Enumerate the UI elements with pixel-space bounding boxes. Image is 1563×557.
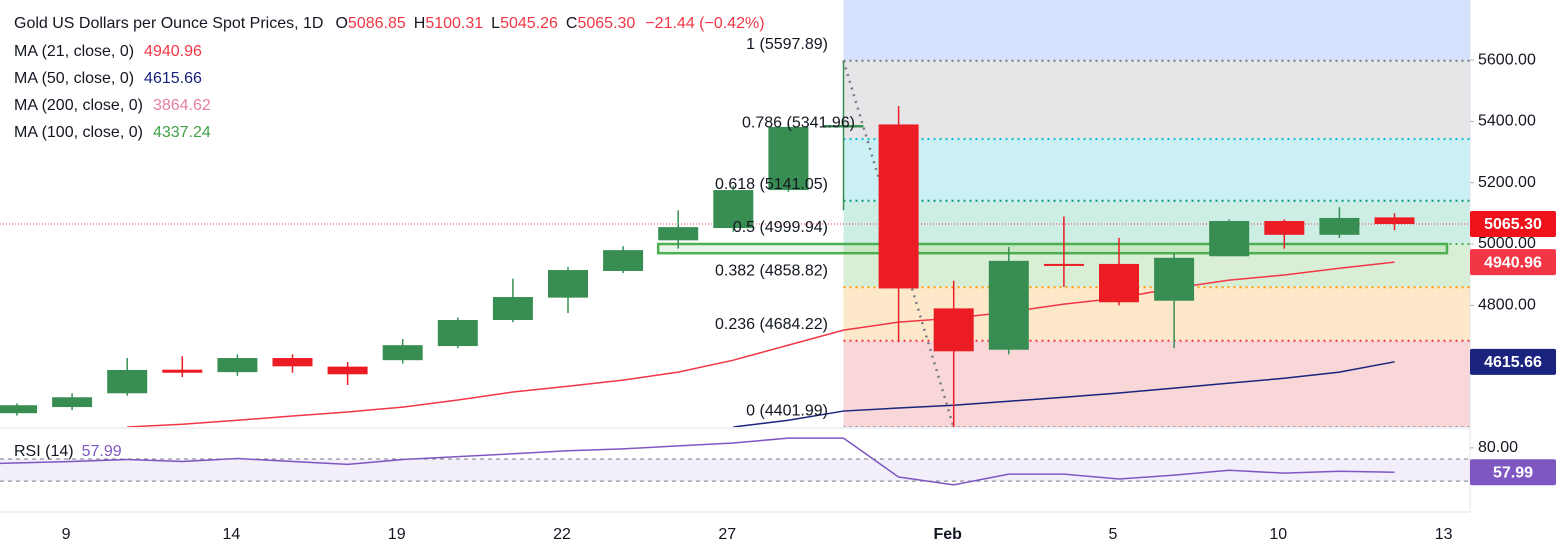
candle-body bbox=[1043, 263, 1084, 266]
candle-body bbox=[768, 126, 809, 191]
legend-entry: MA (100, close, 0) 4337.24 bbox=[14, 124, 211, 141]
fib-label: 0.5 (4999.94) bbox=[733, 219, 828, 236]
x-tick-label: 10 bbox=[1269, 526, 1287, 543]
fib-label: 0.236 (4684.22) bbox=[715, 316, 828, 333]
rsi-tag-label: 57.99 bbox=[1493, 465, 1533, 482]
legend-name: MA (200, close, 0) bbox=[14, 97, 143, 114]
fib-trend-line bbox=[842, 60, 955, 427]
ma-line bbox=[733, 361, 1395, 427]
header-title: Gold US Dollars per Ounce Spot Prices, 1… bbox=[14, 15, 323, 32]
rsi-pane bbox=[0, 437, 1470, 486]
legend-entry: MA (21, close, 0) 4940.96 bbox=[14, 43, 202, 60]
x-tick-label: 9 bbox=[62, 526, 71, 543]
candle-body bbox=[272, 358, 313, 367]
y-tick-label: 5000.00 bbox=[1478, 235, 1536, 252]
candle-body bbox=[988, 260, 1029, 350]
rsi-legend: RSI (14) 57.99 bbox=[14, 443, 122, 460]
legend-name: MA (21, close, 0) bbox=[14, 43, 134, 60]
candle-body bbox=[437, 320, 478, 347]
ohlc-key: C bbox=[566, 15, 578, 32]
price-pane bbox=[0, 0, 1470, 427]
rsi-legend-name: RSI (14) bbox=[14, 443, 74, 460]
fib-label: 0 (4401.99) bbox=[746, 403, 828, 420]
x-tick-label: 13 bbox=[1435, 526, 1453, 543]
candle-body bbox=[823, 125, 864, 128]
price-tag-label: 4940.96 bbox=[1484, 254, 1542, 271]
candle-body bbox=[603, 250, 644, 271]
rsi-band bbox=[0, 458, 1470, 482]
price-tag bbox=[1470, 348, 1556, 375]
candle-body bbox=[1319, 217, 1360, 235]
x-tick-label: 14 bbox=[223, 526, 241, 543]
x-tick-label: Feb bbox=[933, 526, 962, 543]
ohlc-value: 5065.30 bbox=[577, 15, 635, 32]
price-tag bbox=[1470, 249, 1556, 276]
price-tag bbox=[1470, 210, 1556, 237]
legend-value: 4940.96 bbox=[144, 43, 202, 60]
candle-body bbox=[713, 190, 754, 229]
candle-body bbox=[107, 369, 148, 394]
x-tick-label: 22 bbox=[553, 526, 571, 543]
candle-body bbox=[1374, 217, 1415, 224]
candle-body bbox=[658, 227, 699, 241]
legend-value: 4337.24 bbox=[153, 124, 211, 141]
fib-label: 0.382 (4858.82) bbox=[715, 262, 828, 279]
candle-body bbox=[1209, 221, 1250, 257]
y-tick-label: 5600.00 bbox=[1478, 51, 1536, 68]
legend-entry: MA (200, close, 0) 3864.62 bbox=[14, 97, 211, 114]
y-tick-label: 5400.00 bbox=[1478, 113, 1536, 130]
ohlc-value: 5045.26 bbox=[500, 15, 558, 32]
candle-body bbox=[382, 345, 423, 361]
candle-body bbox=[878, 124, 919, 289]
ohlc-key: O bbox=[335, 15, 347, 32]
legend-entry: MA (50, close, 0) 4615.66 bbox=[14, 70, 202, 87]
candle-body bbox=[1154, 257, 1195, 301]
price-tag-label: 4615.66 bbox=[1484, 354, 1542, 371]
candle-body bbox=[0, 405, 37, 414]
candle-body bbox=[548, 270, 588, 298]
legend-name: MA (100, close, 0) bbox=[14, 124, 143, 141]
ohlc-key: H bbox=[414, 15, 426, 32]
y-tick-label: 80.00 bbox=[1478, 439, 1518, 456]
candle-body bbox=[492, 297, 533, 321]
candle-body bbox=[52, 397, 93, 408]
fib-zone bbox=[843, 200, 1470, 245]
y-tick-label: 5200.00 bbox=[1478, 174, 1536, 191]
legend-value: 3864.62 bbox=[153, 97, 211, 114]
legend-name: MA (50, close, 0) bbox=[14, 70, 134, 87]
rsi-line bbox=[0, 437, 1395, 486]
candle-body bbox=[217, 358, 258, 373]
rsi-tag bbox=[1470, 459, 1556, 486]
x-tick-label: 5 bbox=[1109, 526, 1118, 543]
fib-label: 1 (5597.89) bbox=[746, 36, 828, 53]
axes: 5600.00 5400.00 5200.00 5000.00 4800.00 5065.… bbox=[0, 0, 1556, 543]
header: Gold US Dollars per Ounce Spot Prices, 1… bbox=[14, 15, 765, 32]
fib-zone bbox=[843, 60, 1470, 140]
legend-value: 4615.66 bbox=[144, 70, 202, 87]
ohlc-value: 5100.31 bbox=[425, 15, 483, 32]
fib-label: 0.786 (5341.96) bbox=[742, 114, 855, 131]
price-tag-label: 5065.30 bbox=[1484, 216, 1542, 233]
support-zone bbox=[656, 242, 1449, 255]
ohlc-key: L bbox=[491, 15, 500, 32]
fib-label: 0.618 (5141.05) bbox=[715, 176, 828, 193]
fib-zone bbox=[843, 340, 1470, 427]
x-tick-label: 19 bbox=[388, 526, 406, 543]
x-tick-label: 27 bbox=[718, 526, 736, 543]
ohlc-value: 5086.85 bbox=[348, 15, 406, 32]
candle-body bbox=[1264, 221, 1305, 235]
candle-body bbox=[1099, 263, 1139, 303]
fib-zone bbox=[843, 139, 1470, 201]
candle-body bbox=[327, 366, 368, 375]
header-change: −21.44 (−0.42%) bbox=[645, 15, 764, 32]
fib-zone bbox=[843, 0, 1470, 61]
overlay: 1 (5597.89) 0.786 (5341.96) 0.618 (5141.05… bbox=[14, 15, 855, 460]
candle-body bbox=[162, 369, 203, 373]
rsi-legend-value: 57.99 bbox=[82, 443, 122, 460]
y-tick-label: 4800.00 bbox=[1478, 297, 1536, 314]
candle-body bbox=[933, 308, 974, 352]
